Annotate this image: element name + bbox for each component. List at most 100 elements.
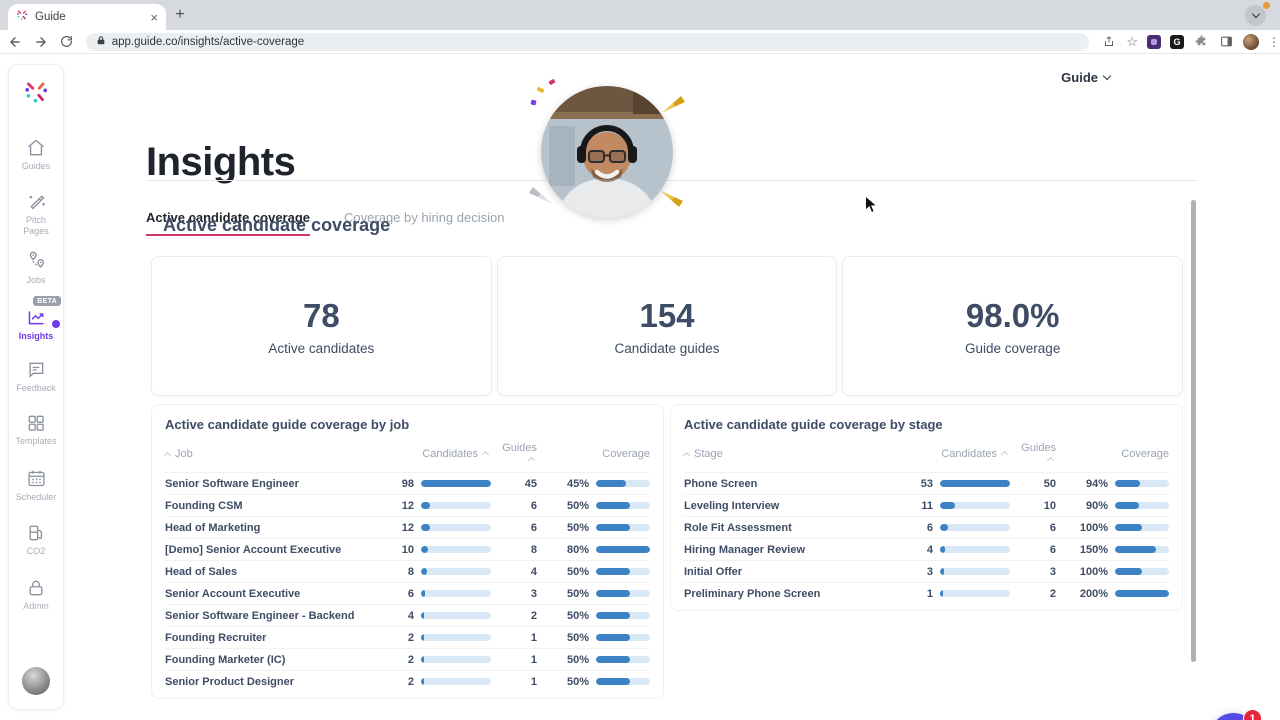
- user-avatar[interactable]: [22, 667, 50, 695]
- home-icon: [28, 139, 44, 156]
- table-row[interactable]: Hiring Manager Review 4 6 150%: [684, 538, 1169, 560]
- table-row[interactable]: Phone Screen 53 50 94%: [684, 472, 1169, 494]
- sidebar-item-co2[interactable]: CO2: [9, 523, 63, 556]
- sidebar-item-pitch-pages[interactable]: Pitch Pages: [9, 191, 63, 236]
- new-tab-button[interactable]: +: [175, 6, 185, 23]
- guide-favicon-icon: [16, 8, 28, 26]
- extensions-puzzle-icon[interactable]: [1193, 32, 1209, 52]
- sidebar-item-admin[interactable]: Admin: [9, 578, 63, 611]
- sidebar-item-guides[interactable]: Guides: [9, 138, 63, 171]
- table-cell: 50%: [566, 631, 589, 644]
- stat-label: Candidate guides: [614, 340, 720, 356]
- stat-value: 78: [302, 296, 340, 334]
- table-row[interactable]: Founding CSM 12 6 50%: [165, 494, 650, 516]
- table-cell: Head of Marketing: [165, 521, 261, 534]
- table-cell: 45: [524, 477, 537, 490]
- tab-coverage-by-hiring-decision[interactable]: Coverage by hiring decision: [344, 210, 505, 225]
- stat-card-candidate-guides: 154 Candidate guides: [496, 256, 838, 396]
- table-row[interactable]: Founding Marketer (IC) 2 1 50%: [165, 648, 650, 670]
- column-header[interactable]: Guides: [491, 442, 537, 466]
- table-row[interactable]: Preliminary Phone Screen 1 2 200%: [684, 582, 1169, 604]
- sort-caret-icon: [163, 451, 172, 459]
- table-row[interactable]: Founding Recruiter 2 1 50%: [165, 626, 650, 648]
- table-cell: 10: [401, 543, 414, 556]
- table-cell: 50%: [566, 587, 589, 600]
- column-header[interactable]: Coverage: [602, 448, 650, 460]
- map-pins-icon: [29, 251, 45, 268]
- table-row[interactable]: Head of Sales 8 4 50%: [165, 560, 650, 582]
- column-header[interactable]: Job: [163, 448, 380, 460]
- toolbar-actions: ☆ G ⋮: [1101, 32, 1280, 52]
- bar-cell: [596, 480, 650, 487]
- bar-cell: [596, 546, 650, 553]
- sort-caret-icon: [527, 456, 536, 465]
- fuel-pump-icon: [29, 525, 43, 541]
- tab-active-candidate-coverage[interactable]: Active candidate coverage: [146, 152, 311, 236]
- forward-button[interactable]: [30, 32, 52, 52]
- tab-search-button[interactable]: [1245, 5, 1266, 26]
- table-cell: 1: [530, 653, 537, 666]
- share-icon[interactable]: [1101, 32, 1117, 52]
- table-cell: 4: [926, 543, 933, 556]
- coverage-by-stage-table: Active candidate guide coverage by stage…: [670, 404, 1183, 611]
- table-row[interactable]: Senior Software Engineer - Backend 4 2 50%: [165, 604, 650, 626]
- back-button[interactable]: [4, 32, 26, 52]
- sidebar-item-feedback[interactable]: Feedback: [9, 360, 63, 393]
- bar-cell: [421, 634, 491, 641]
- table-row[interactable]: Initial Offer 3 3 100%: [684, 560, 1169, 582]
- table-row[interactable]: Role Fit Assessment 6 6 100%: [684, 516, 1169, 538]
- party-horn-decoration: [527, 183, 553, 210]
- browser-tab[interactable]: Guide ×: [8, 4, 166, 30]
- table-cell: Founding CSM: [165, 499, 243, 512]
- column-header[interactable]: Candidates: [899, 448, 1010, 460]
- table-row[interactable]: [Demo] Senior Account Executive 10 8 80%: [165, 538, 650, 560]
- table-cell: 100%: [1079, 565, 1108, 578]
- column-header[interactable]: Coverage: [1121, 448, 1169, 460]
- sidebar-item-templates[interactable]: Templates: [9, 413, 63, 446]
- bar-cell: [940, 480, 1010, 487]
- tables-row: Active candidate guide coverage by job J…: [151, 404, 1183, 699]
- column-header[interactable]: Candidates: [380, 448, 491, 460]
- app-canvas: Guides Pitch Pages Jobs BETA Insights Fe…: [0, 54, 1280, 720]
- table-cell: 98: [401, 477, 414, 490]
- table-cell: 50%: [566, 565, 589, 578]
- url-bar[interactable]: app.guide.co/insights/active-coverage: [85, 32, 1090, 51]
- reload-button[interactable]: [56, 32, 78, 52]
- sidebar-item-jobs[interactable]: Jobs: [9, 250, 63, 285]
- intercom-launcher-button[interactable]: [1210, 713, 1257, 720]
- stat-card-active-candidates: 78 Active candidates: [151, 256, 492, 396]
- browser-menu-icon[interactable]: ⋮: [1268, 34, 1280, 49]
- table-cell: Senior Account Executive: [165, 587, 301, 600]
- sort-caret-icon: [1046, 456, 1055, 465]
- extension-g-icon[interactable]: G: [1170, 34, 1185, 49]
- browser-profile-avatar[interactable]: [1243, 33, 1260, 50]
- intercom-unread-badge[interactable]: 1: [1243, 709, 1262, 720]
- bookmark-star-icon[interactable]: ☆: [1126, 33, 1139, 49]
- column-header[interactable]: Stage: [682, 448, 899, 460]
- party-horn-decoration: [659, 189, 685, 216]
- table-cell: Senior Software Engineer: [165, 477, 299, 490]
- tab-close-icon[interactable]: ×: [150, 9, 158, 25]
- table-row[interactable]: Senior Account Executive 6 3 50%: [165, 582, 650, 604]
- table-row[interactable]: Leveling Interview 11 10 90%: [684, 494, 1169, 516]
- table-cell: 6: [1049, 521, 1056, 534]
- table-row[interactable]: Senior Product Designer 2 1 50%: [165, 670, 650, 692]
- guide-logo-icon[interactable]: [23, 79, 49, 110]
- page-scrollbar[interactable]: [1191, 200, 1196, 662]
- table-cell: 100%: [1079, 521, 1108, 534]
- sidebar-item-insights[interactable]: BETA Insights: [9, 296, 63, 341]
- table-cell: 6: [407, 587, 414, 600]
- table-row[interactable]: Head of Marketing 12 6 50%: [165, 516, 650, 538]
- extension-purple-icon[interactable]: [1147, 34, 1162, 49]
- table-cell: 150%: [1079, 543, 1108, 556]
- table-cell: 50: [1043, 477, 1056, 490]
- side-panel-icon[interactable]: [1218, 32, 1234, 52]
- table-cell: 4: [530, 565, 537, 578]
- table-row[interactable]: Senior Software Engineer 98 45 45%: [165, 472, 650, 494]
- table-cell: 50%: [566, 675, 589, 688]
- bar-cell: [421, 546, 491, 553]
- column-header[interactable]: Guides: [1010, 442, 1056, 466]
- calendar-icon: [27, 471, 45, 487]
- sidebar-item-scheduler[interactable]: Scheduler: [9, 468, 63, 502]
- org-switcher[interactable]: Guide: [1061, 70, 1112, 85]
